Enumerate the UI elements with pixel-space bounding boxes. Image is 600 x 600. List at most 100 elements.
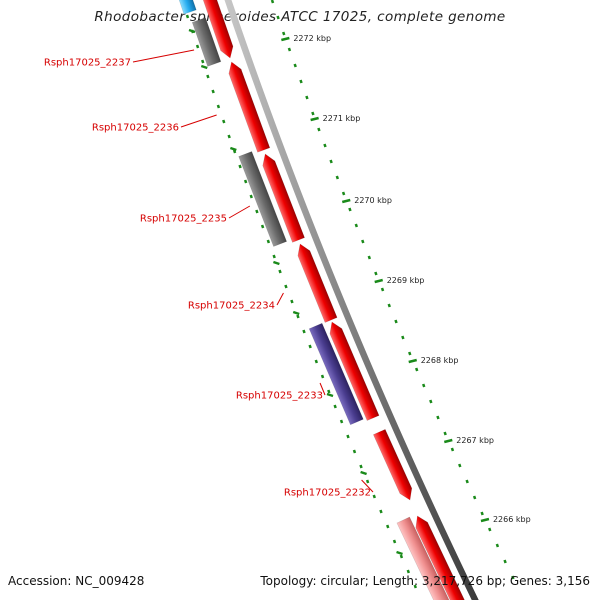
kbp-minor-tick: [429, 399, 433, 404]
kbp-minor-tick: [415, 367, 419, 372]
inner-minor-tick: [206, 74, 210, 79]
kbp-major-tick: [443, 438, 453, 444]
inner-minor-tick: [227, 134, 231, 139]
kbp-major-tick: [341, 198, 351, 204]
gene-label-leader: [180, 114, 217, 128]
gene-label: Rsph17025_2235: [140, 214, 227, 225]
kbp-minor-tick: [270, 0, 275, 4]
inner-minor-tick: [216, 104, 221, 109]
gene-block-cyan: [176, 0, 197, 15]
gene-label-leader: [319, 382, 326, 396]
kbp-minor-tick: [503, 559, 507, 564]
inner-minor-tick: [333, 404, 337, 409]
gene-label: Rsph17025_2237: [44, 58, 131, 69]
kbp-minor-tick: [335, 175, 340, 180]
gene-block-forward: [228, 61, 271, 153]
inner-minor-tick: [266, 239, 271, 244]
inner-minor-tick: [392, 539, 397, 544]
gene-block-forward: [372, 428, 413, 501]
inner-minor-tick: [399, 554, 404, 559]
kbp-minor-tick: [401, 335, 405, 340]
gene-label: Rsph17025_2233: [236, 391, 323, 402]
gene-block-faded: [396, 516, 453, 600]
kbp-tick-label: 2269 kbp: [387, 276, 425, 285]
kbp-minor-tick: [511, 575, 515, 580]
inner-minor-tick: [185, 14, 190, 19]
kbp-minor-tick: [348, 207, 352, 212]
kbp-major-tick: [281, 36, 290, 42]
kbp-minor-tick: [287, 47, 292, 52]
gene-block-forward: [297, 243, 338, 323]
inner-major-tick: [396, 550, 403, 556]
kbp-minor-tick: [361, 239, 365, 244]
kbp-minor-tick: [472, 495, 477, 500]
gene-block-forward: [200, 0, 234, 59]
inner-minor-tick: [249, 194, 253, 199]
kbp-minor-tick: [299, 79, 303, 84]
kbp-tick-label: 2270 kbp: [354, 196, 392, 205]
gene-block-forward: [415, 515, 469, 600]
inner-minor-tick: [302, 329, 306, 334]
inner-major-tick: [273, 260, 280, 266]
kbp-minor-tick: [329, 159, 333, 164]
kbp-minor-tick: [495, 543, 500, 548]
gene-label: Rsph17025_2232: [284, 488, 371, 499]
inner-minor-tick: [243, 179, 248, 184]
inner-major-tick: [326, 392, 334, 398]
kbp-tick-label: 2267 kbp: [456, 436, 494, 445]
inner-minor-tick: [272, 254, 276, 259]
inner-major-tick: [188, 28, 196, 34]
gene-label-leader: [132, 49, 195, 63]
kbp-minor-tick: [436, 415, 440, 420]
kbp-minor-tick: [367, 255, 371, 260]
kbp-minor-tick: [323, 143, 327, 148]
kbp-minor-tick: [458, 463, 462, 468]
inner-minor-tick: [290, 299, 294, 304]
inner-minor-tick: [346, 434, 350, 439]
kbp-major-tick: [408, 358, 418, 364]
kbp-minor-tick: [276, 15, 280, 20]
inner-minor-tick: [278, 269, 282, 274]
gene-label: Rsph17025_2236: [92, 123, 179, 134]
gene-label: Rsph17025_2234: [188, 301, 275, 312]
inner-minor-tick: [238, 164, 242, 169]
genome-backbone: [224, 0, 479, 600]
kbp-major-tick: [480, 517, 490, 523]
inner-minor-tick: [222, 119, 226, 124]
kbp-minor-tick: [480, 511, 484, 516]
gene-block-purple: [308, 322, 364, 426]
kbp-major-tick: [310, 116, 319, 122]
kbp-minor-tick: [422, 383, 426, 388]
kbp-minor-tick: [311, 111, 315, 116]
kbp-tick-label: 2266 kbp: [493, 515, 531, 524]
kbp-minor-tick: [488, 527, 492, 532]
kbp-minor-tick: [380, 287, 385, 292]
inner-major-tick: [229, 146, 237, 152]
inner-minor-tick: [255, 209, 259, 214]
kbp-minor-tick: [293, 63, 297, 68]
inner-major-tick: [360, 470, 367, 476]
inner-minor-tick: [339, 419, 344, 424]
kbp-tick-label: 2272 kbp: [293, 34, 331, 43]
kbp-minor-tick: [354, 223, 359, 228]
kbp-minor-tick: [465, 479, 469, 484]
gene-label-leader: [361, 479, 374, 493]
kbp-minor-tick: [394, 319, 398, 324]
gene-label-leader: [228, 205, 251, 219]
inner-minor-tick: [260, 224, 265, 229]
kbp-minor-tick: [282, 31, 286, 36]
gene-block-forward: [329, 321, 380, 421]
inner-minor-tick: [308, 344, 312, 349]
inner-minor-tick: [372, 494, 376, 499]
inner-minor-tick: [320, 374, 325, 379]
kbp-minor-tick: [305, 95, 309, 100]
inner-minor-tick: [365, 479, 370, 484]
kbp-minor-tick: [341, 191, 346, 196]
inner-minor-tick: [296, 314, 300, 319]
inner-minor-tick: [201, 59, 205, 64]
gene-block-grey: [238, 151, 288, 247]
inner-minor-tick: [327, 389, 331, 394]
inner-minor-tick: [359, 464, 363, 469]
inner-major-tick: [292, 310, 300, 316]
